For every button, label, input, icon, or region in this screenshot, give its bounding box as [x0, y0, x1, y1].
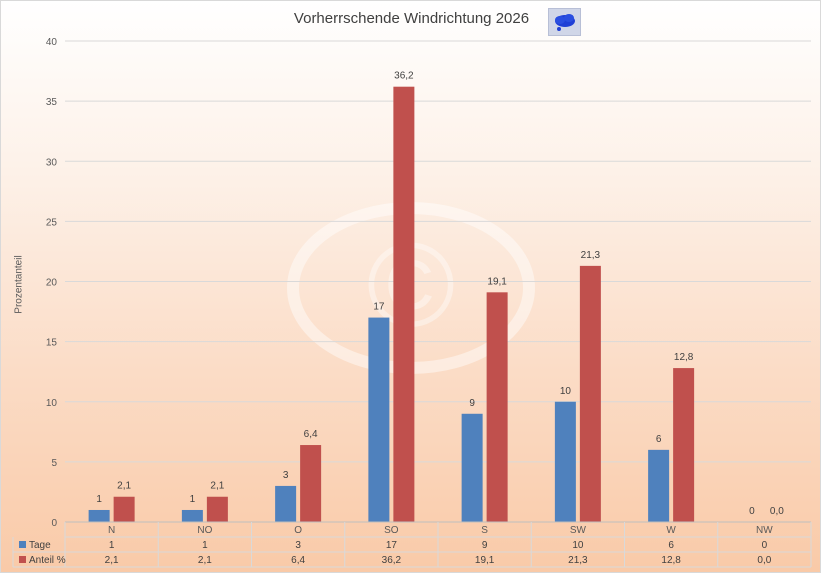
x-tick-label: N	[108, 525, 115, 536]
bar-anteil	[579, 265, 601, 522]
data-label: 9	[469, 398, 475, 409]
bar-tage	[368, 317, 390, 522]
x-tick-label: W	[666, 525, 676, 536]
cloud-logo-icon	[548, 8, 581, 36]
bar-tage	[181, 509, 203, 522]
data-label: 6	[656, 434, 662, 445]
bar-tage	[554, 401, 576, 522]
bar-anteil	[486, 292, 508, 522]
data-label: 0	[749, 506, 755, 517]
table-cell: 21,3	[568, 555, 588, 566]
table-cell: 17	[386, 540, 398, 551]
legend-label: Anteil %	[29, 555, 66, 566]
data-label: 2,1	[117, 481, 131, 492]
table-cell: 1	[109, 540, 115, 551]
y-tick-label: 0	[51, 518, 57, 529]
table-cell: 19,1	[475, 555, 495, 566]
data-label: 1	[96, 494, 102, 505]
table-cell: 3	[295, 540, 301, 551]
table-cell: 6	[668, 540, 674, 551]
legend-label: Tage	[29, 540, 51, 551]
bar-tage	[88, 509, 110, 522]
table-cell: 2,1	[198, 555, 212, 566]
y-tick-label: 15	[46, 338, 58, 349]
data-label: 17	[373, 302, 385, 313]
bar-anteil	[300, 445, 322, 522]
table-cell: 1	[202, 540, 208, 551]
x-tick-label: O	[294, 525, 302, 536]
table-cell: 2,1	[105, 555, 119, 566]
table-cell: 6,4	[291, 555, 305, 566]
x-tick-label: NW	[756, 525, 773, 536]
x-tick-label: SO	[384, 525, 399, 536]
x-tick-label: NO	[197, 525, 212, 536]
bar-tage	[461, 413, 483, 522]
chart-title: Vorherrschende Windrichtung 2026	[293, 10, 530, 27]
data-label: 0,0	[770, 506, 784, 517]
bar-tage	[275, 485, 297, 522]
data-label: 3	[283, 470, 289, 481]
bar-anteil	[673, 368, 695, 522]
table-cell: 9	[482, 540, 488, 551]
table-cell: 10	[572, 540, 584, 551]
data-label: 36,2	[394, 71, 414, 82]
table-cell: 0	[762, 540, 768, 551]
legend-key	[19, 556, 26, 563]
data-label: 19,1	[487, 276, 507, 287]
table-cell: 36,2	[382, 555, 402, 566]
data-label: 10	[560, 386, 572, 397]
y-tick-label: 40	[46, 37, 58, 48]
y-tick-label: 5	[51, 458, 57, 469]
y-tick-label: 10	[46, 398, 58, 409]
bar-anteil	[113, 496, 135, 522]
table-cell: 12,8	[661, 555, 681, 566]
data-label: 21,3	[581, 250, 601, 261]
data-label: 12,8	[674, 352, 694, 363]
table-cell: 0,0	[757, 555, 771, 566]
bar-anteil	[206, 496, 228, 522]
data-label: 2,1	[210, 481, 224, 492]
bar-anteil	[393, 86, 415, 522]
x-tick-label: SW	[570, 525, 587, 536]
bar-tage	[648, 449, 670, 522]
y-tick-label: 30	[46, 157, 58, 168]
y-tick-label: 25	[46, 217, 58, 228]
y-tick-label: 20	[46, 278, 58, 289]
y-tick-label: 35	[46, 97, 58, 108]
legend-key	[19, 541, 26, 548]
data-label: 1	[190, 494, 196, 505]
x-tick-label: S	[481, 525, 488, 536]
data-label: 6,4	[304, 429, 318, 440]
